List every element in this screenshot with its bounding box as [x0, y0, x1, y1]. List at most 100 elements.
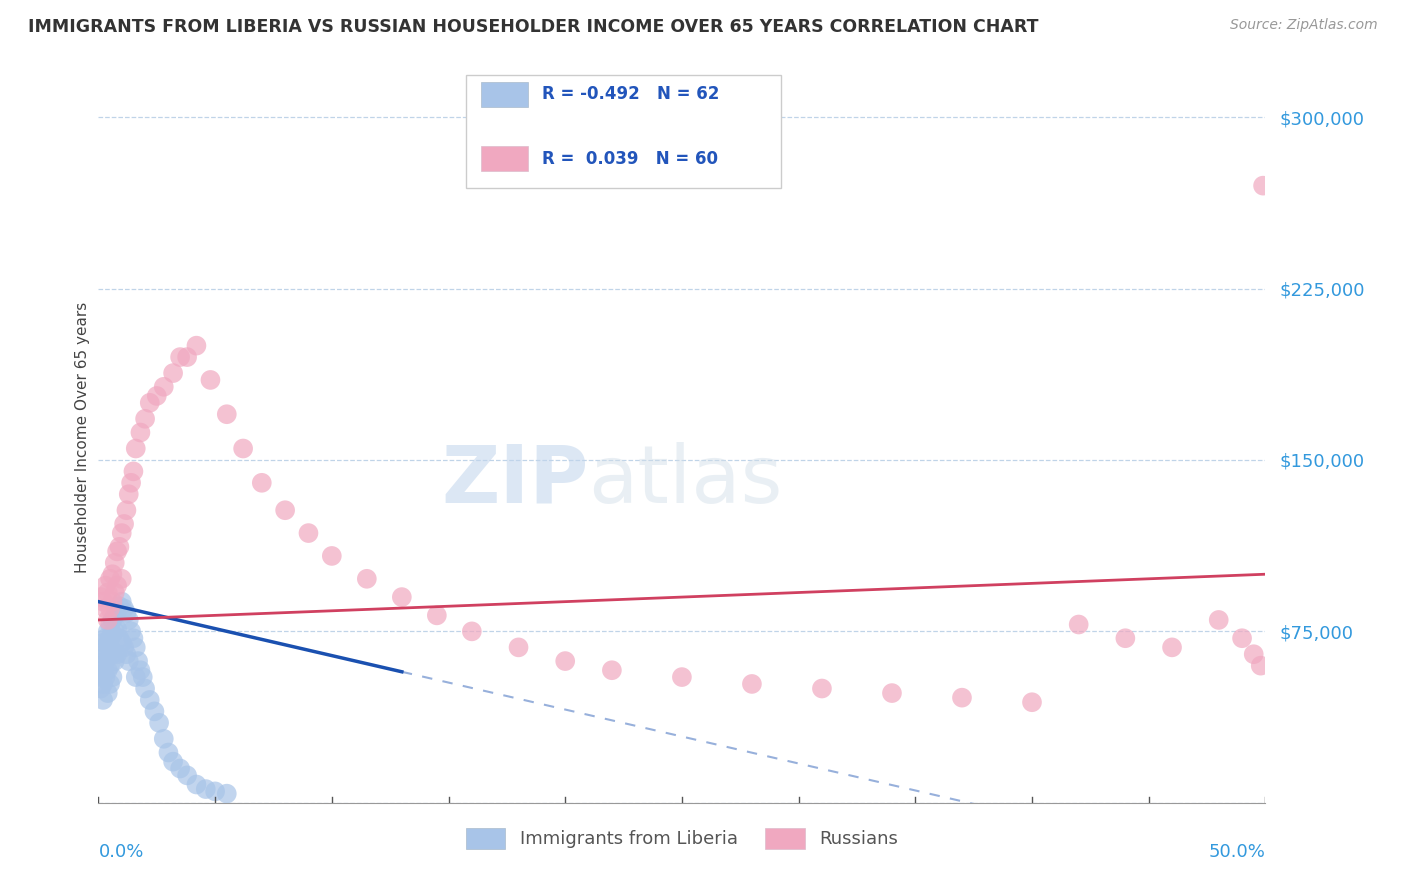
Point [101, 626, 124, 640]
Point [356, 572, 378, 586]
Point [1230, 632, 1253, 646]
Point [671, 670, 693, 684]
Text: ZIP: ZIP [441, 442, 589, 520]
Point [139, 396, 162, 410]
Point [1250, 658, 1272, 673]
Point [111, 526, 134, 541]
Point [104, 654, 127, 668]
Point [97, 613, 120, 627]
Point [104, 608, 127, 623]
Point [98, 572, 121, 586]
Point [176, 768, 198, 782]
Point [98, 677, 121, 691]
Point [98, 632, 121, 646]
Point [105, 604, 128, 618]
Point [105, 579, 128, 593]
Point [152, 380, 174, 394]
Point [426, 608, 449, 623]
Point [169, 762, 191, 776]
Point [98, 601, 121, 615]
Point [105, 647, 128, 661]
Point [215, 407, 238, 421]
Point [125, 670, 148, 684]
Point [115, 647, 138, 661]
Point [97, 636, 120, 650]
Point [122, 464, 145, 478]
Point [91, 647, 114, 661]
Point [91, 693, 114, 707]
Point [90, 670, 112, 684]
Point [112, 601, 135, 615]
Point [811, 681, 834, 696]
Point [600, 663, 623, 677]
Point [94, 601, 117, 615]
Point [186, 778, 208, 792]
Point [108, 599, 131, 614]
Point [125, 442, 148, 456]
Point [105, 622, 128, 636]
Point [101, 647, 124, 661]
Point [152, 731, 174, 746]
Point [129, 663, 152, 677]
Legend: Immigrants from Liberia, Russians: Immigrants from Liberia, Russians [458, 821, 905, 856]
Point [91, 677, 114, 691]
Point [132, 670, 155, 684]
Point [104, 624, 127, 639]
Point [176, 350, 198, 364]
Point [108, 632, 131, 646]
Point [101, 613, 124, 627]
Point [112, 516, 135, 531]
Point [91, 636, 114, 650]
Point [250, 475, 273, 490]
Bar [481, 82, 527, 107]
Point [101, 594, 124, 608]
Point [129, 425, 152, 440]
Point [97, 663, 120, 677]
Point [554, 654, 576, 668]
Point [101, 670, 124, 684]
Point [91, 594, 114, 608]
Point [112, 640, 135, 655]
Point [880, 686, 903, 700]
Point [391, 590, 413, 604]
Text: IMMIGRANTS FROM LIBERIA VS RUSSIAN HOUSEHOLDER INCOME OVER 65 YEARS CORRELATION : IMMIGRANTS FROM LIBERIA VS RUSSIAN HOUSE… [28, 18, 1039, 36]
Point [1243, 647, 1265, 661]
Point [169, 350, 191, 364]
Point [125, 640, 148, 655]
Point [134, 411, 156, 425]
Point [297, 526, 319, 541]
Point [321, 549, 343, 563]
Point [90, 681, 112, 696]
Point [118, 613, 141, 627]
Point [98, 617, 121, 632]
Point [232, 442, 254, 456]
Point [105, 544, 128, 558]
Point [1067, 617, 1090, 632]
Point [134, 681, 156, 696]
Point [162, 366, 184, 380]
Point [97, 624, 120, 639]
Text: 0.0%: 0.0% [98, 843, 143, 861]
Point [1114, 632, 1136, 646]
Point [1208, 613, 1230, 627]
Point [162, 755, 184, 769]
Point [274, 503, 297, 517]
Point [97, 585, 120, 599]
Point [204, 784, 226, 798]
Point [157, 746, 180, 760]
Point [139, 693, 162, 707]
Point [111, 636, 134, 650]
Point [94, 654, 117, 668]
Point [148, 715, 170, 730]
Point [118, 487, 141, 501]
Point [120, 475, 142, 490]
Point [94, 670, 117, 684]
Bar [465, 75, 782, 188]
Point [118, 654, 141, 668]
Point [122, 632, 145, 646]
Point [94, 640, 117, 655]
Point [115, 606, 138, 620]
Point [108, 540, 131, 554]
Point [97, 686, 120, 700]
Point [104, 585, 127, 599]
